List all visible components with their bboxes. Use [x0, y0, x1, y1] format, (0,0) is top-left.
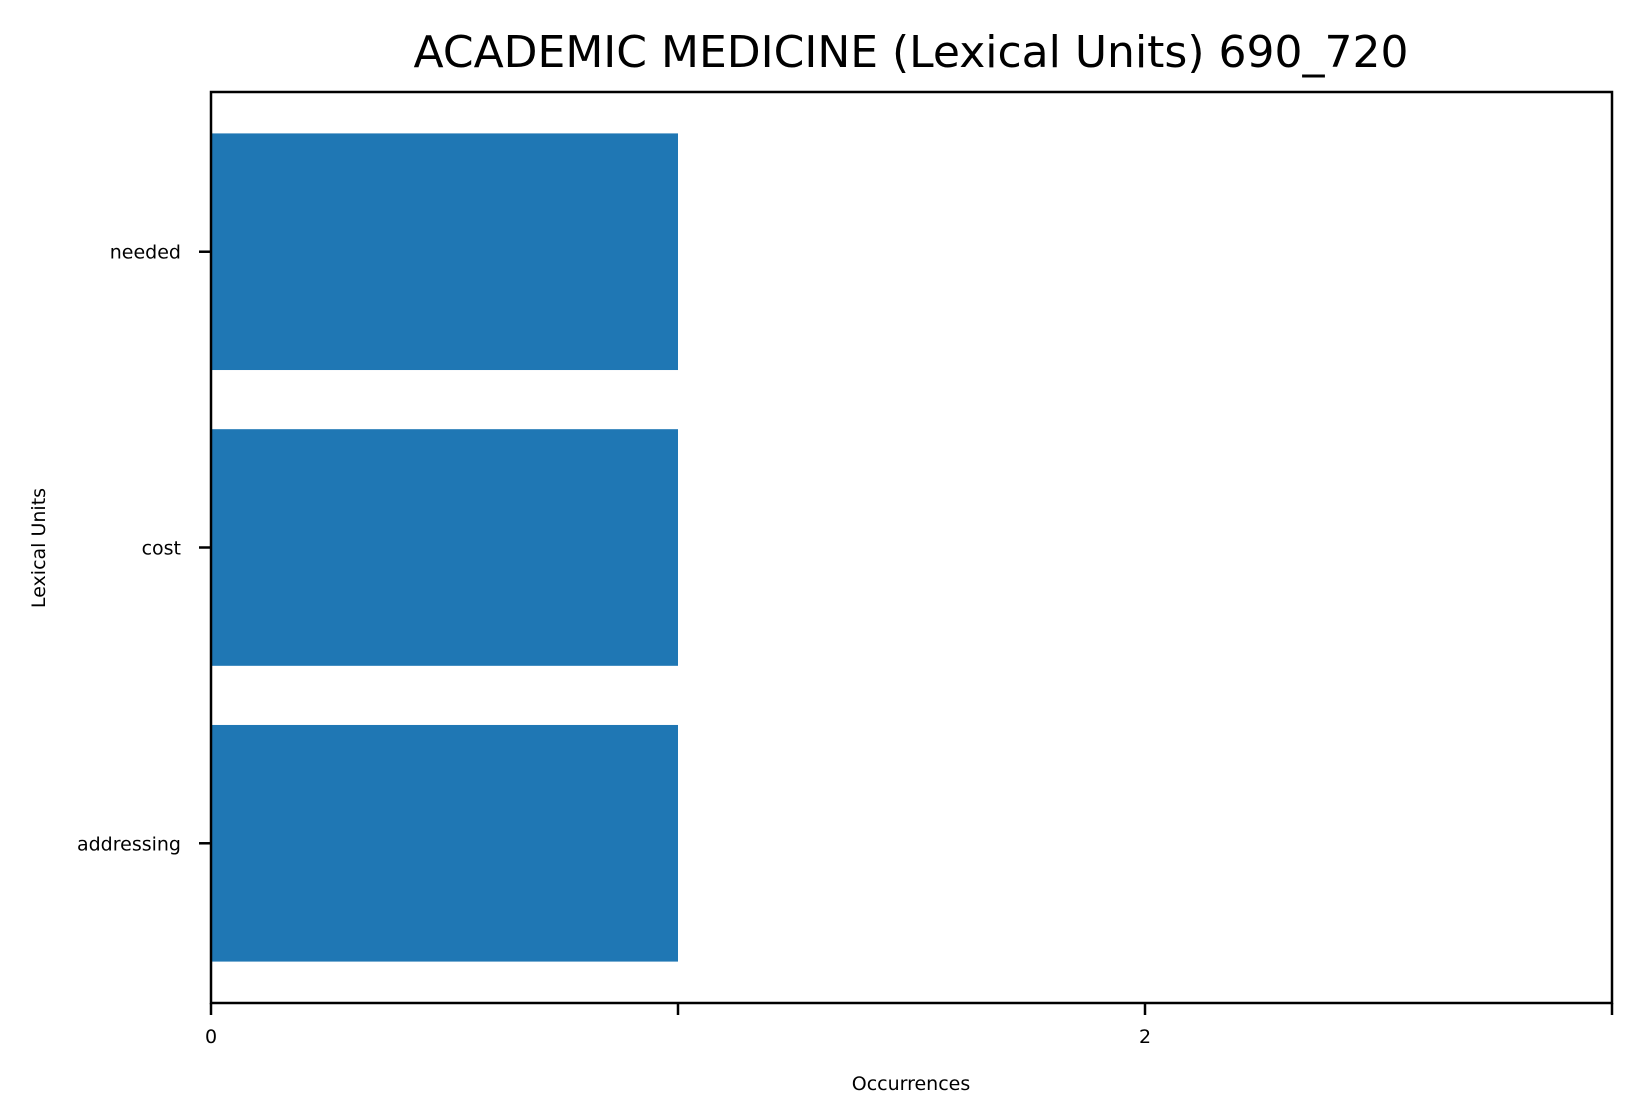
y-tick-label: needed [110, 242, 181, 264]
x-axis-label: Occurrences [852, 1073, 971, 1095]
y-axis-label: Lexical Units [28, 488, 50, 608]
y-axis-ticks: needed cost addressing [77, 242, 211, 855]
x-tick-label: 0 [205, 1026, 217, 1048]
chart-title: ACADEMIC MEDICINE (Lexical Units) 690_72… [414, 27, 1409, 78]
y-tick-label: cost [142, 538, 181, 560]
bars-layer [211, 133, 678, 962]
x-tick-label: 2 [1139, 1026, 1151, 1048]
bar-addressing [211, 724, 678, 962]
bar-needed [211, 133, 678, 371]
bar-cost [211, 429, 678, 666]
plot-frame [209, 90, 1614, 1005]
y-tick-label: addressing [77, 833, 181, 855]
